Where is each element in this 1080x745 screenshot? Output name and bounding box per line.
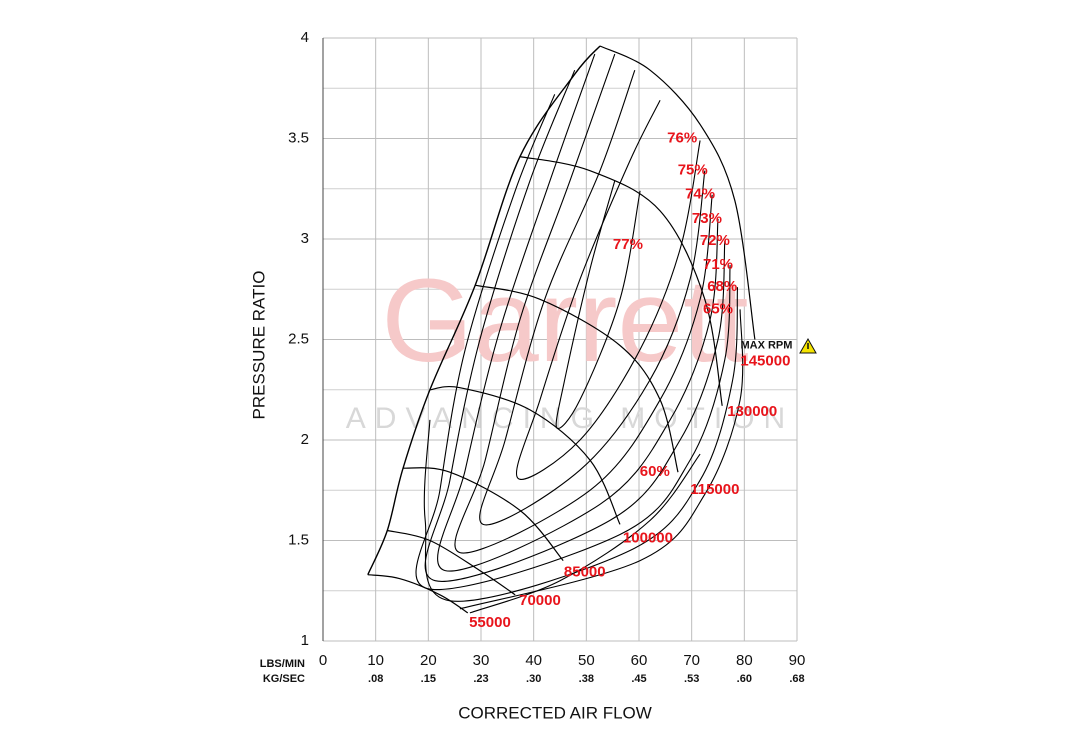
efficiency-label: 76% bbox=[667, 129, 697, 146]
speed-label: 145000 bbox=[740, 353, 790, 370]
x2-tick-label: .60 bbox=[737, 673, 752, 685]
y-tick-label: 3.5 bbox=[288, 129, 309, 146]
efficiency-label: 65% bbox=[703, 300, 733, 317]
x-unit: LBS/MIN bbox=[260, 658, 305, 670]
efficiency-contour bbox=[423, 287, 739, 602]
x-axis-title: CORRECTED AIR FLOW bbox=[458, 703, 652, 722]
x-tick-label: 70 bbox=[683, 652, 700, 669]
x-tick-label: 20 bbox=[420, 652, 437, 669]
x2-tick-label: .15 bbox=[421, 673, 436, 685]
speed-label: 130000 bbox=[727, 403, 777, 420]
speed-line bbox=[367, 574, 469, 614]
y-tick-label: 1.5 bbox=[288, 531, 309, 548]
surge-line bbox=[367, 45, 601, 575]
speed-line bbox=[403, 467, 564, 561]
max-rpm-label: MAX RPM bbox=[740, 339, 792, 351]
speed-label: 70000 bbox=[519, 592, 561, 609]
x-tick-label: 60 bbox=[631, 652, 648, 669]
efficiency-label: 71% bbox=[703, 256, 733, 273]
x-tick-label: 80 bbox=[736, 652, 753, 669]
speed-label: 100000 bbox=[623, 529, 673, 546]
x2-tick-label: .38 bbox=[579, 673, 594, 685]
x2-tick-label: .30 bbox=[526, 673, 541, 685]
x-tick-label: 10 bbox=[367, 652, 384, 669]
x-tick-label: 30 bbox=[473, 652, 490, 669]
speed-line bbox=[387, 529, 516, 596]
efficiency-label: 68% bbox=[707, 278, 737, 295]
speed-line bbox=[519, 156, 723, 406]
efficiency-label: 75% bbox=[678, 162, 708, 179]
y-axis-title: PRESSURE RATIO bbox=[249, 271, 268, 420]
x2-tick-label: .53 bbox=[684, 673, 699, 685]
speed-label: 85000 bbox=[564, 564, 606, 581]
x2-tick-label: .23 bbox=[473, 673, 488, 685]
efficiency-label: 72% bbox=[700, 232, 730, 249]
warning-icon bbox=[799, 337, 817, 354]
efficiency-contour bbox=[437, 53, 719, 572]
x2-unit: KG/SEC bbox=[263, 673, 305, 685]
y-tick-label: 3 bbox=[301, 230, 309, 247]
x2-tick-label: .08 bbox=[368, 673, 383, 685]
y-tick-label: 1 bbox=[301, 632, 309, 649]
efficiency-contour bbox=[469, 453, 701, 614]
speed-line bbox=[475, 284, 679, 473]
efficiency-contour bbox=[424, 69, 726, 582]
y-tick-label: 2 bbox=[301, 431, 309, 448]
y-tick-label: 2.5 bbox=[288, 330, 309, 347]
x2-tick-label: .68 bbox=[789, 673, 804, 685]
x-tick-label: 40 bbox=[525, 652, 542, 669]
speed-label: 55000 bbox=[469, 614, 511, 631]
efficiency-label: 60% bbox=[640, 463, 670, 480]
speed-line bbox=[429, 385, 621, 525]
efficiency-contour bbox=[479, 70, 706, 526]
efficiency-contour bbox=[454, 53, 713, 554]
efficiency-contour bbox=[459, 309, 744, 610]
efficiency-label: 77% bbox=[613, 236, 643, 253]
x-tick-label: 90 bbox=[789, 652, 806, 669]
x-tick-label: 0 bbox=[319, 652, 327, 669]
efficiency-label: 74% bbox=[685, 186, 715, 203]
x2-tick-label: .45 bbox=[631, 673, 646, 685]
speed-line bbox=[599, 45, 756, 340]
speed-label: 115000 bbox=[690, 481, 739, 498]
efficiency-contour bbox=[516, 100, 701, 480]
y-tick-label: 4 bbox=[301, 29, 309, 46]
x-tick-label: 50 bbox=[578, 652, 595, 669]
efficiency-label: 73% bbox=[692, 210, 722, 227]
